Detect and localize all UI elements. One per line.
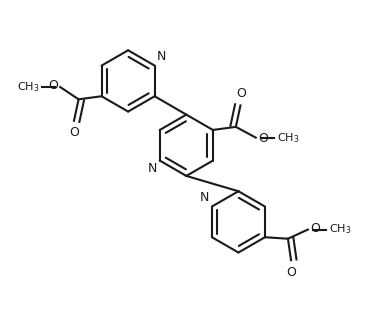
Text: CH$_3$: CH$_3$: [329, 223, 352, 236]
Text: O: O: [236, 87, 246, 100]
Text: CH$_3$: CH$_3$: [277, 131, 300, 144]
Text: O: O: [48, 79, 58, 92]
Text: O: O: [69, 126, 79, 139]
Text: N: N: [200, 191, 210, 204]
Text: O: O: [286, 266, 296, 279]
Text: O: O: [310, 222, 320, 236]
Text: CH$_3$: CH$_3$: [17, 80, 39, 94]
Text: N: N: [148, 162, 158, 175]
Text: O: O: [258, 132, 268, 145]
Text: N: N: [157, 50, 166, 63]
